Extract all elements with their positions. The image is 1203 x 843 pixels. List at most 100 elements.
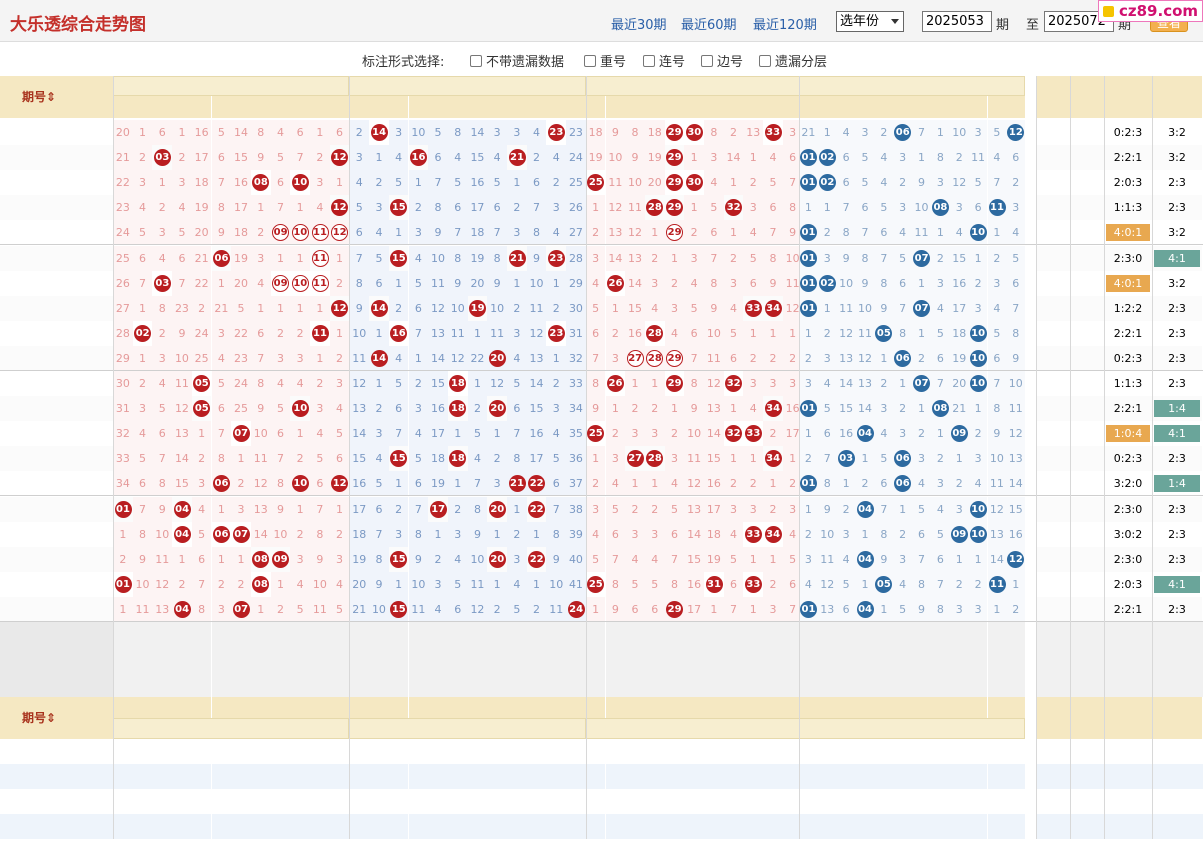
- preselect-front-num[interactable]: [507, 622, 527, 647]
- preselect-front-num[interactable]: [585, 622, 606, 647]
- preselect-front-num[interactable]: [231, 622, 251, 647]
- preselect-front-num[interactable]: [191, 647, 212, 672]
- preselect-back-num[interactable]: [855, 672, 875, 697]
- checkbox-icon[interactable]: [470, 54, 482, 67]
- preselect-front-num[interactable]: [428, 622, 448, 647]
- preselect-front-num[interactable]: [684, 622, 704, 647]
- preselect-front-num[interactable]: [152, 647, 173, 672]
- option-no-omission[interactable]: 不带遗漏数据: [470, 51, 564, 70]
- preselect-front-num[interactable]: [605, 647, 626, 672]
- preselect-front-num[interactable]: [388, 647, 409, 672]
- checkbox-icon[interactable]: [701, 54, 713, 67]
- preselect-front-num[interactable]: [585, 647, 606, 672]
- preselect-back-num[interactable]: [799, 672, 818, 697]
- preselect-front-num[interactable]: [507, 647, 527, 672]
- preselect-front-num[interactable]: [172, 672, 192, 697]
- preselect-front-num[interactable]: [526, 622, 547, 647]
- preselect-back-num[interactable]: [949, 622, 969, 647]
- checkbox-icon[interactable]: [584, 54, 596, 67]
- preselect-front-num[interactable]: [743, 622, 764, 647]
- preselect-front-num[interactable]: [388, 672, 409, 697]
- preselect-front-num[interactable]: [704, 622, 724, 647]
- site-logo[interactable]: cz89.com: [1098, 0, 1203, 22]
- preselect-front-num[interactable]: [723, 622, 744, 647]
- preselect-front-num[interactable]: [546, 672, 567, 697]
- preselect-front-num[interactable]: [132, 622, 153, 647]
- preselect-back-num[interactable]: [968, 672, 988, 697]
- preselect-front-num[interactable]: [763, 647, 783, 672]
- preselect-front-num[interactable]: [310, 672, 330, 697]
- preselect-back-num[interactable]: [855, 647, 875, 672]
- preselect-front-num[interactable]: [566, 622, 586, 647]
- preselect-front-num[interactable]: [605, 672, 626, 697]
- preselect-front-num[interactable]: [172, 647, 192, 672]
- preselect-front-num[interactable]: [369, 672, 389, 697]
- preselect-back-num[interactable]: [817, 647, 837, 672]
- preselect-front-num[interactable]: [428, 672, 448, 697]
- preselect-front-num[interactable]: [526, 647, 547, 672]
- preselect-front-num[interactable]: [467, 647, 488, 672]
- preselect-front-num[interactable]: [487, 622, 507, 647]
- preselect-back-num[interactable]: [817, 622, 837, 647]
- preselect-front-num[interactable]: [270, 622, 291, 647]
- preselect-back-num[interactable]: [912, 622, 931, 647]
- preselect-front-num[interactable]: [211, 622, 232, 647]
- preselect-front-num[interactable]: [467, 622, 488, 647]
- preselect-front-num[interactable]: [310, 622, 330, 647]
- preselect-back-num[interactable]: [836, 647, 856, 672]
- preselect-front-num[interactable]: [782, 622, 803, 647]
- preselect-back-num[interactable]: [949, 647, 969, 672]
- preselect-front-num[interactable]: [507, 672, 527, 697]
- preselect-front-num[interactable]: [211, 672, 232, 697]
- preselect-front-num[interactable]: [152, 622, 173, 647]
- preselect-back-num[interactable]: [930, 622, 950, 647]
- preselect-front-num[interactable]: [369, 647, 389, 672]
- preselect-front-num[interactable]: [172, 622, 192, 647]
- preselect-front-num[interactable]: [408, 622, 429, 647]
- preselect-front-num[interactable]: [270, 672, 291, 697]
- from-issue-input[interactable]: 2025053: [922, 11, 992, 32]
- preselect-front-num[interactable]: [447, 672, 468, 697]
- preselect-front-num[interactable]: [664, 622, 685, 647]
- preselect-back-num[interactable]: [799, 622, 818, 647]
- preselect-back-num[interactable]: [855, 622, 875, 647]
- preselect-front-num[interactable]: [467, 672, 488, 697]
- option-edge[interactable]: 边号: [701, 51, 743, 70]
- preselect-back-num[interactable]: [987, 672, 1007, 697]
- preselect-front-num[interactable]: [113, 622, 133, 647]
- preselect-front-num[interactable]: [329, 672, 350, 697]
- preselect-front-num[interactable]: [566, 647, 586, 672]
- preselect-back-num[interactable]: [893, 622, 913, 647]
- preselect-front-num[interactable]: [487, 672, 507, 697]
- preselect-front-num[interactable]: [585, 672, 606, 697]
- preselect-front-num[interactable]: [684, 672, 704, 697]
- preselect-back-num[interactable]: [817, 672, 837, 697]
- preselect-back-num[interactable]: [968, 647, 988, 672]
- preselect-front-num[interactable]: [290, 672, 310, 697]
- link-recent-120[interactable]: 最近120期: [753, 18, 817, 33]
- preselect-back-num[interactable]: [912, 647, 931, 672]
- preselect-back-num[interactable]: [1006, 647, 1026, 672]
- preselect-back-num[interactable]: [836, 672, 856, 697]
- preselect-front-num[interactable]: [191, 672, 212, 697]
- preselect-back-num[interactable]: [874, 672, 894, 697]
- preselect-front-num[interactable]: [369, 622, 389, 647]
- checkbox-icon[interactable]: [759, 54, 771, 67]
- preselect-front-num[interactable]: [625, 672, 645, 697]
- preselect-back-num[interactable]: [874, 622, 894, 647]
- preselect-front-num[interactable]: [349, 622, 370, 647]
- preselect-front-num[interactable]: [329, 647, 350, 672]
- preselect-front-num[interactable]: [743, 672, 764, 697]
- preselect-front-num[interactable]: [605, 622, 626, 647]
- preselect-front-num[interactable]: [349, 647, 370, 672]
- preselect-back-num[interactable]: [836, 622, 856, 647]
- option-omission-layer[interactable]: 遗漏分层: [759, 51, 827, 70]
- preselect-front-num[interactable]: [546, 622, 567, 647]
- preselect-front-num[interactable]: [349, 672, 370, 697]
- preselect-front-num[interactable]: [526, 672, 547, 697]
- preselect-back-num[interactable]: [1006, 672, 1026, 697]
- preselect-front-num[interactable]: [763, 672, 783, 697]
- preselect-front-num[interactable]: [704, 672, 724, 697]
- preselect-front-num[interactable]: [704, 647, 724, 672]
- option-repeat[interactable]: 重号: [584, 51, 626, 70]
